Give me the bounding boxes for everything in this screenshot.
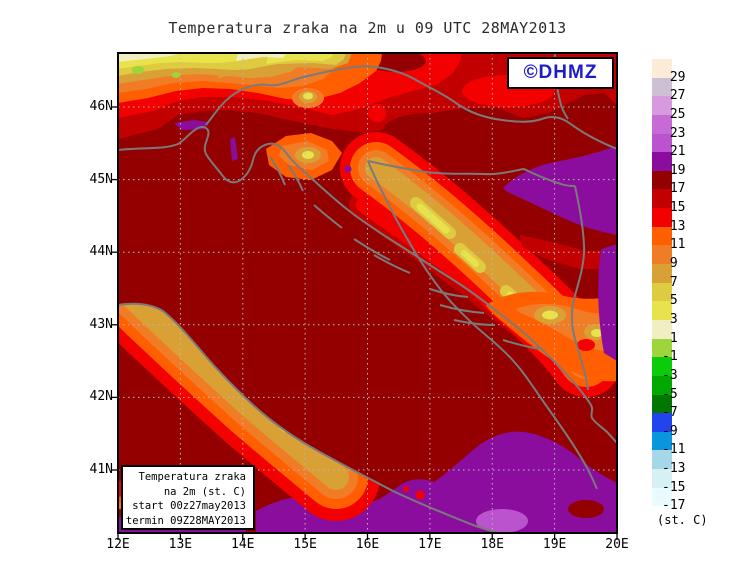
- y-tick-label: 41N: [89, 462, 113, 477]
- colorbar-tick-label: -5: [662, 386, 678, 402]
- colorbar-unit-label: (st. C): [657, 513, 708, 527]
- colorbar-tick-label: 27: [662, 88, 686, 104]
- colorbar-cell: [652, 226, 672, 246]
- colorbar-cell: [652, 375, 672, 395]
- x-tick-label: 14E: [231, 537, 255, 552]
- colorbar-cell: [652, 208, 672, 227]
- dhmz-watermark-box: ©DHMZ: [507, 57, 614, 89]
- map-canvas: [118, 53, 617, 533]
- colorbar-cell: [652, 394, 672, 414]
- colorbar-tick-label: 23: [662, 125, 686, 141]
- colorbar-tick-label: 11: [662, 237, 686, 253]
- x-tick-label: 17E: [418, 537, 442, 552]
- colorbar-tick-label: -15: [662, 479, 686, 495]
- colorbar-cell: [652, 431, 672, 451]
- colorbar-tick-label: -13: [662, 461, 686, 477]
- colorbar-cell: [652, 96, 672, 115]
- colorbar-cell: [652, 59, 672, 78]
- colorbar-tick-label: 1: [662, 330, 678, 346]
- colorbar-cell: [652, 282, 672, 302]
- colorbar-tick-label: 15: [662, 200, 686, 216]
- x-tick-label: 20E: [605, 537, 629, 552]
- colorbar-cell: [652, 152, 672, 171]
- dhmz-watermark-label: ©DHMZ: [523, 62, 598, 83]
- run-info-line-0: Temperatura zraka: [138, 471, 246, 483]
- colorbar-cell: [652, 357, 672, 376]
- colorbar-tick-label: -3: [662, 367, 678, 383]
- x-tick-label: 13E: [168, 537, 193, 552]
- x-tick-label: 18E: [480, 537, 504, 552]
- colorbar-cell: [652, 170, 672, 190]
- colorbar-tick-label: 7: [662, 274, 678, 290]
- y-tick-label: 46N: [89, 99, 113, 114]
- colorbar-cell: [652, 338, 672, 358]
- y-tick-label: 42N: [89, 389, 113, 405]
- run-info-line-3: termin 09Z28MAY2013: [125, 514, 246, 527]
- colorbar-tick-label: 19: [662, 162, 686, 178]
- colorbar-tick-label: -1: [662, 349, 678, 365]
- colorbar-tick-label: 9: [662, 256, 678, 272]
- x-tick-label: 16E: [355, 537, 380, 552]
- run-info-line-1: na 2m (st. C): [163, 485, 246, 498]
- run-info-line-2: start 00z27may2013: [132, 500, 246, 512]
- colorbar-cell: [652, 189, 672, 209]
- colorbar-cell: [652, 319, 672, 339]
- colorbar-cell: [652, 264, 672, 283]
- colorbar-tick-label: 13: [662, 218, 686, 234]
- map-title: Temperatura zraka na 2m u 09 UTC 28MAY20…: [168, 19, 567, 37]
- x-tick-label: 15E: [293, 537, 317, 552]
- temperature-field: [118, 53, 617, 533]
- colorbar-cell: [652, 487, 672, 507]
- colorbar-tick-label: 17: [662, 181, 686, 197]
- colorbar-tick-label: 5: [662, 293, 678, 309]
- run-info-box: Temperatura zraka na 2m (st. C) start 00z2…: [121, 465, 255, 530]
- colorbar-cell: [652, 506, 672, 525]
- colorbar-cell: [652, 301, 672, 320]
- colorbar-tick-label: 25: [662, 106, 686, 122]
- colorbar-cell: [652, 245, 672, 265]
- colorbar-cell: [652, 133, 672, 153]
- y-tick-label: 44N: [89, 244, 113, 260]
- colorbar-cell: [652, 413, 672, 432]
- colorbar-tick-label: 3: [662, 311, 678, 327]
- x-tick-label: 12E: [106, 537, 130, 552]
- colorbar-tick-label: -9: [662, 423, 678, 439]
- colorbar-tick-label: -7: [662, 405, 678, 421]
- y-tick-label: 45N: [89, 171, 113, 187]
- colorbar-tick-label: -17: [662, 498, 686, 514]
- colorbar-tick-label: 29: [662, 69, 686, 85]
- x-tick-label: 19E: [542, 537, 567, 552]
- colorbar-tick-label: 21: [662, 144, 686, 160]
- colorbar-cell: [652, 450, 672, 470]
- y-tick-label: 43N: [89, 316, 113, 332]
- colorbar-cell: [652, 114, 672, 134]
- colorbar-cell: [652, 77, 672, 97]
- colorbar-tick-label: -11: [662, 442, 686, 458]
- colorbar-cell: [652, 469, 672, 488]
